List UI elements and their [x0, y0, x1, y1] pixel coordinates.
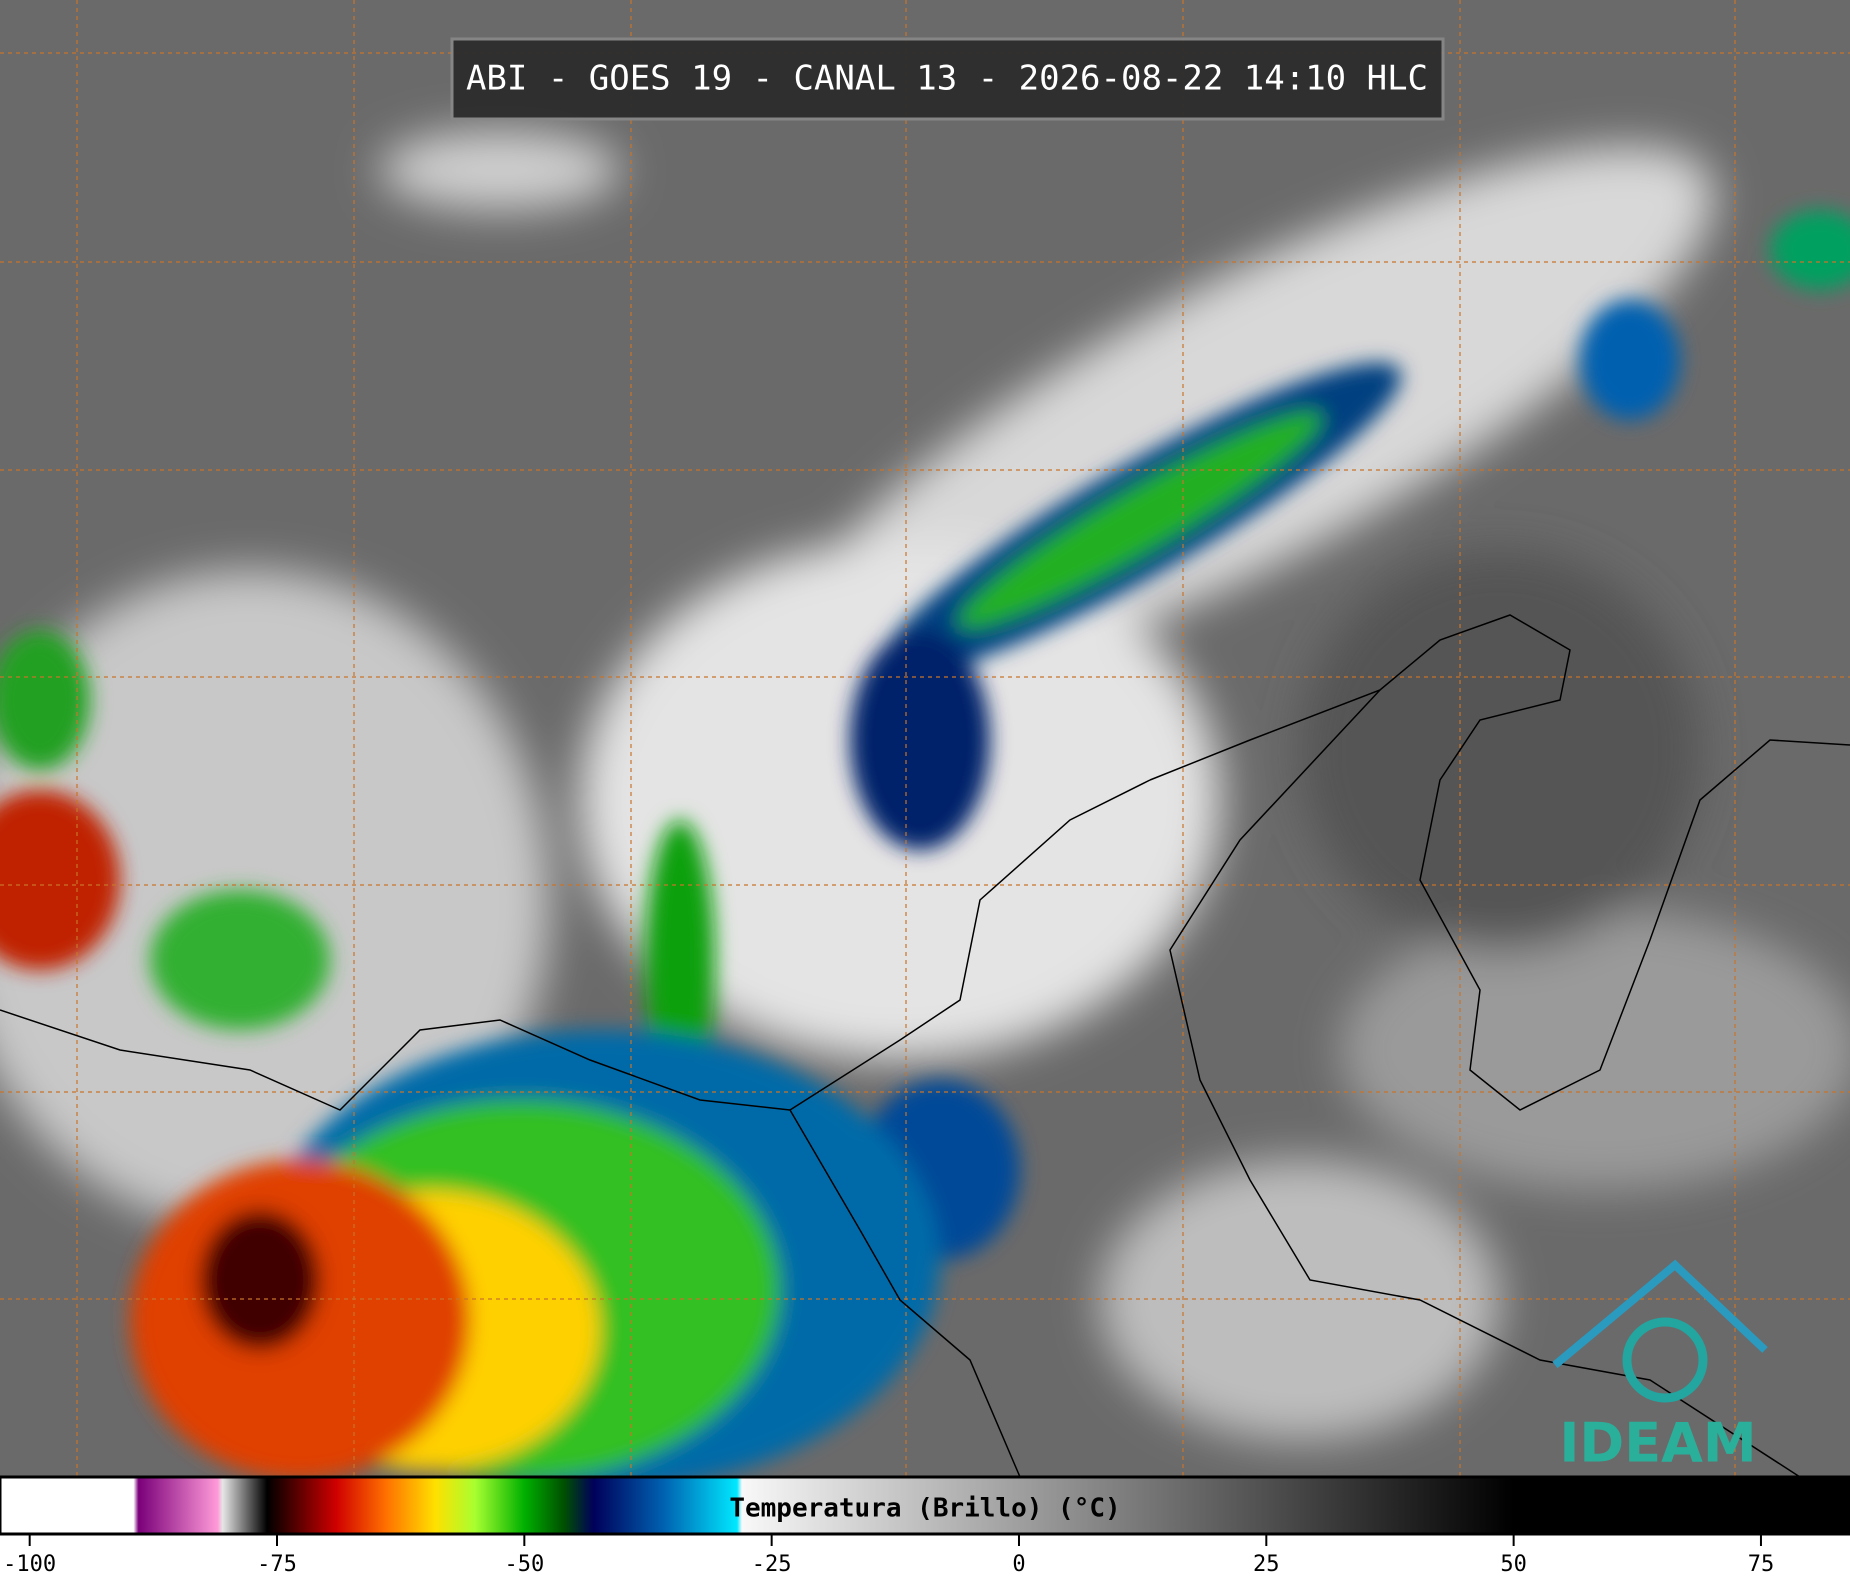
tick-label: -100	[3, 1552, 56, 1577]
tick-label: -25	[752, 1552, 792, 1577]
tick-label: -50	[504, 1552, 544, 1577]
title-box	[450, 37, 1445, 121]
convection	[0, 210, 1850, 1490]
borders	[0, 614, 1850, 1478]
colorbar-label: Temperatura (Brillo) (°C)	[729, 1494, 1120, 1524]
logo-text: IDEAM	[1559, 1412, 1756, 1475]
tick-label: -75	[257, 1552, 297, 1577]
tick-label: 25	[1253, 1552, 1280, 1577]
logo: IDEAM	[1552, 1259, 1768, 1475]
tick-label: 50	[1500, 1552, 1527, 1577]
graticule	[0, 0, 1850, 1477]
tick-label: 0	[1012, 1552, 1025, 1577]
title: ABI - GOES 19 - CANAL 13 - 2026-08-22 14…	[466, 59, 1428, 99]
tick-label: 75	[1748, 1552, 1775, 1577]
colorbar: -100 -75 -50 -25 0 25 50 75	[0, 1475, 1850, 1577]
